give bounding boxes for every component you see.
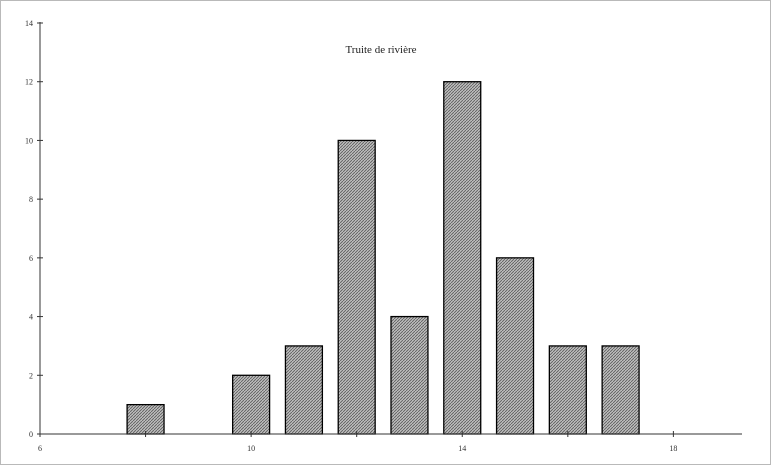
bar-11 — [284, 345, 324, 435]
y-tick-label: 14 — [25, 19, 33, 28]
axes-group: 0 2 4 6 8 10 12 14 6 10 14 18 — [25, 19, 742, 453]
bar-13 — [390, 315, 429, 435]
bar-16 — [548, 345, 587, 435]
x-tick-label: 14 — [458, 444, 466, 453]
y-tick-label: 6 — [29, 254, 33, 263]
x-tick-label: 18 — [669, 444, 677, 453]
y-tick-label: 2 — [29, 371, 33, 380]
y-tick-label: 0 — [29, 430, 33, 439]
y-tick-label: 12 — [25, 78, 33, 87]
bar-15 — [495, 257, 535, 435]
y-tick-label: 8 — [29, 195, 33, 204]
bar-8 — [126, 403, 165, 435]
bar-12 — [337, 139, 376, 435]
bar-17 — [601, 345, 640, 435]
bar-14 — [443, 81, 482, 435]
chart-title: Truite de rivière — [345, 44, 416, 56]
x-tick-label: 10 — [247, 444, 255, 453]
x-tick-label: 6 — [38, 444, 42, 453]
y-tick-label: 4 — [29, 313, 33, 322]
bar-10 — [232, 374, 271, 435]
y-tick-label: 10 — [25, 136, 33, 145]
bars-group — [126, 81, 640, 435]
